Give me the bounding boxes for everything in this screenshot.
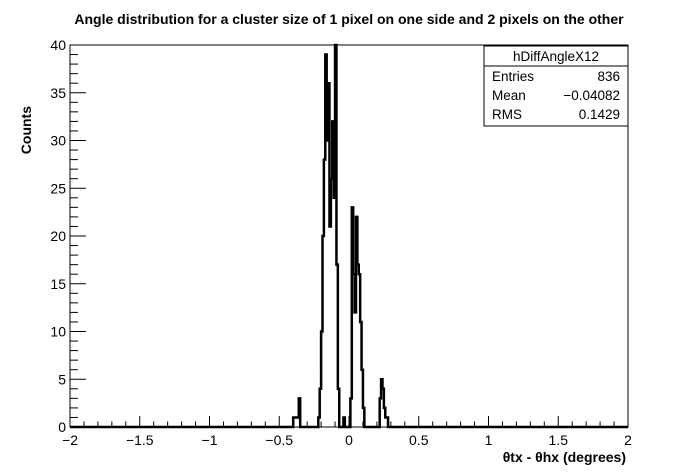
y-tick-label: 40 [50,37,66,53]
y-axis-label: Counts [18,106,34,154]
histogram-bin [355,312,356,427]
histogram-bin [295,417,296,427]
x-tick-label: 0.5 [409,432,429,448]
histogram-bin [297,417,298,427]
histogram-bars [293,45,388,427]
stats-entries-label: Entries [492,69,534,84]
histogram-bin [385,417,386,427]
stats-mean-label: Mean [492,88,526,103]
x-tick-label: −1 [202,432,218,448]
histogram-bin [357,265,358,427]
histogram-outline [70,43,628,429]
stats-box: hDiffAngleX12 Entries 836 Mean −0.04082 … [483,45,629,127]
y-tick-label: 15 [50,276,66,292]
x-tick-label: −2 [62,432,78,448]
x-tick-label: 0 [345,432,353,448]
y-tick-label: 10 [50,324,66,340]
stats-rms-value: 0.1429 [579,107,620,122]
histogram-bin [296,417,297,427]
chart-title: Angle distribution for a cluster size of… [74,11,624,27]
stats-entries-value: 836 [597,69,620,84]
histogram-bin [327,141,328,428]
x-tick-label: −0.5 [265,432,293,448]
x-tick-label: 1 [485,432,493,448]
y-axis: 0 5 10 15 20 25 30 35 40 [50,37,86,435]
histogram-bin [334,198,335,427]
x-tick-label: 2 [624,432,632,448]
stats-box-frame [483,45,629,127]
stats-rms-label: RMS [492,107,522,122]
histogram-bin [329,226,330,427]
y-tick-label: 25 [50,180,66,196]
x-tick-label: −1.5 [126,432,154,448]
x-axis: −2 −1.5 −1 −0.5 0 0.5 1 1.5 2 [62,416,632,448]
y-tick-label: 35 [50,85,66,101]
x-tick-label: 1.5 [549,432,569,448]
stats-mean-value: −0.04082 [563,88,620,103]
y-tick-label: 0 [58,419,66,435]
y-tick-label: 30 [50,133,66,149]
y-tick-label: 20 [50,228,66,244]
stats-histogram-name: hDiffAngleX12 [513,49,599,64]
y-tick-label: 5 [58,371,66,387]
x-axis-label: θtx - θhx (degrees) [503,449,626,465]
